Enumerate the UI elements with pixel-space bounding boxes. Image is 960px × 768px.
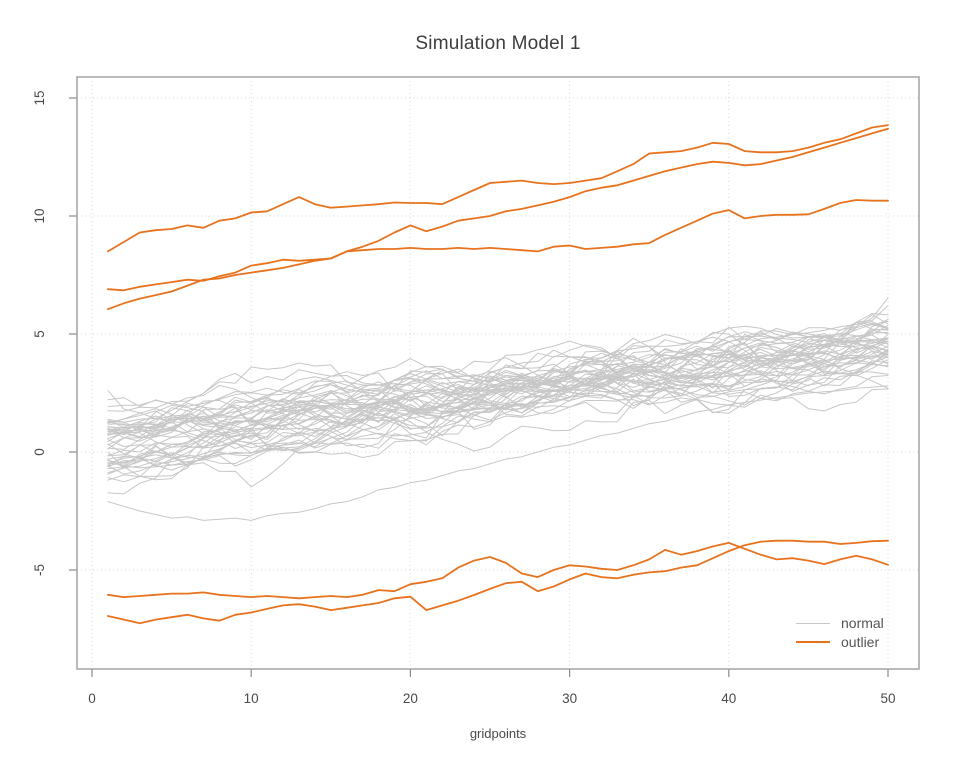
normal-series-line: [107, 340, 889, 434]
normal-series-line: [107, 314, 889, 423]
normal-series-line: [107, 350, 889, 436]
chart-title: Simulation Model 1: [415, 33, 581, 54]
x-axis-label: gridpoints: [469, 726, 527, 741]
legend-label-outlier: outlier: [841, 634, 880, 650]
normal-series-line: [107, 313, 889, 419]
y-tick-label: 10: [32, 208, 47, 223]
normal-series-line: [107, 324, 889, 432]
y-tick-label: -5: [32, 564, 47, 576]
normal-series-line: [107, 374, 889, 433]
x-tick-label: 50: [880, 691, 895, 706]
outlier-series-line: [107, 199, 889, 292]
normal-series-line: [107, 320, 889, 495]
normal-series-line: [107, 344, 889, 454]
x-tick-label: 0: [88, 691, 96, 706]
normal-series-line-low: [107, 385, 889, 521]
normal-series-line: [107, 360, 889, 454]
x-tick-label: 40: [721, 691, 736, 706]
outlier-series-line: [107, 542, 889, 600]
legend-entry-outlier: outlier: [796, 634, 936, 650]
normal-series-line: [107, 375, 889, 468]
normal-series-line: [107, 319, 889, 475]
normal-series-line: [107, 345, 889, 457]
normal-line-swatch-icon: [796, 622, 830, 624]
y-tick-label: 5: [32, 330, 47, 338]
y-tick-label: 0: [32, 448, 47, 456]
x-tick-label: 30: [562, 691, 577, 706]
outlier-line-swatch-icon: [796, 641, 830, 643]
x-tick-label: 20: [403, 691, 418, 706]
plot-border: [76, 76, 920, 670]
x-tick-label: 10: [244, 691, 259, 706]
normal-series-line: [107, 333, 889, 430]
legend-label-normal: normal: [841, 615, 884, 631]
normal-series-line: [107, 353, 889, 469]
outlier-series-line: [107, 124, 889, 253]
normal-series-line: [107, 353, 889, 483]
normal-series-line: [107, 348, 889, 429]
normal-series-line: [107, 323, 889, 460]
normal-series-line: [107, 326, 889, 438]
y-tick-label: 15: [32, 90, 47, 105]
outlier-series-line: [107, 127, 889, 311]
normal-series-line: [107, 339, 889, 412]
normal-series-line: [107, 328, 889, 439]
outlier-series-line: [107, 539, 889, 625]
legend: normal outlier: [796, 615, 936, 650]
legend-entry-normal: normal: [796, 615, 936, 631]
